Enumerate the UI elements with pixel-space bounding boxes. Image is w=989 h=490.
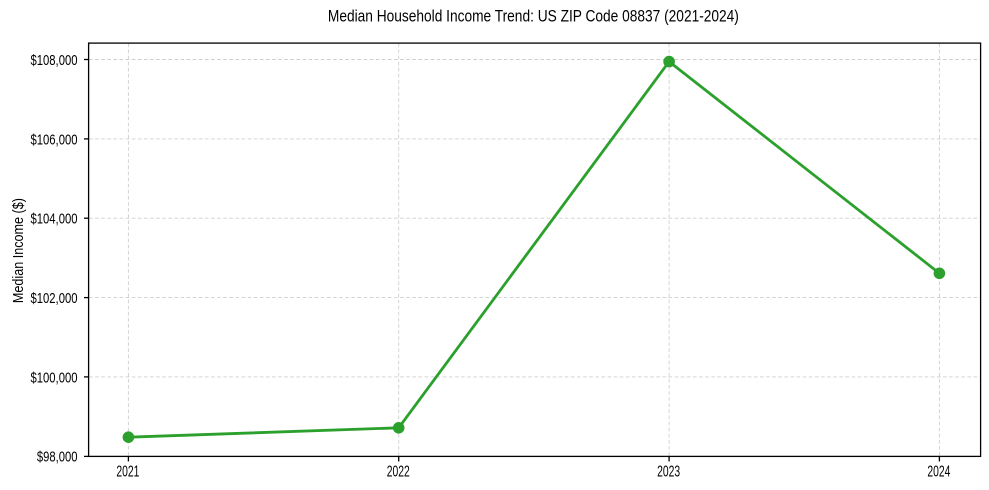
svg-text:2021: 2021 bbox=[116, 464, 139, 481]
svg-text:$100,000: $100,000 bbox=[31, 369, 78, 386]
svg-text:2023: 2023 bbox=[657, 464, 680, 481]
svg-text:2022: 2022 bbox=[387, 464, 410, 481]
svg-text:2024: 2024 bbox=[927, 464, 950, 481]
svg-text:$104,000: $104,000 bbox=[31, 211, 78, 228]
svg-text:Median Income ($): Median Income ($) bbox=[10, 198, 27, 303]
svg-text:Median Household Income Trend:: Median Household Income Trend: US ZIP Co… bbox=[328, 7, 739, 25]
svg-text:$106,000: $106,000 bbox=[31, 131, 78, 148]
svg-text:$98,000: $98,000 bbox=[37, 449, 78, 466]
svg-text:$108,000: $108,000 bbox=[31, 52, 78, 69]
svg-text:$102,000: $102,000 bbox=[31, 290, 78, 307]
